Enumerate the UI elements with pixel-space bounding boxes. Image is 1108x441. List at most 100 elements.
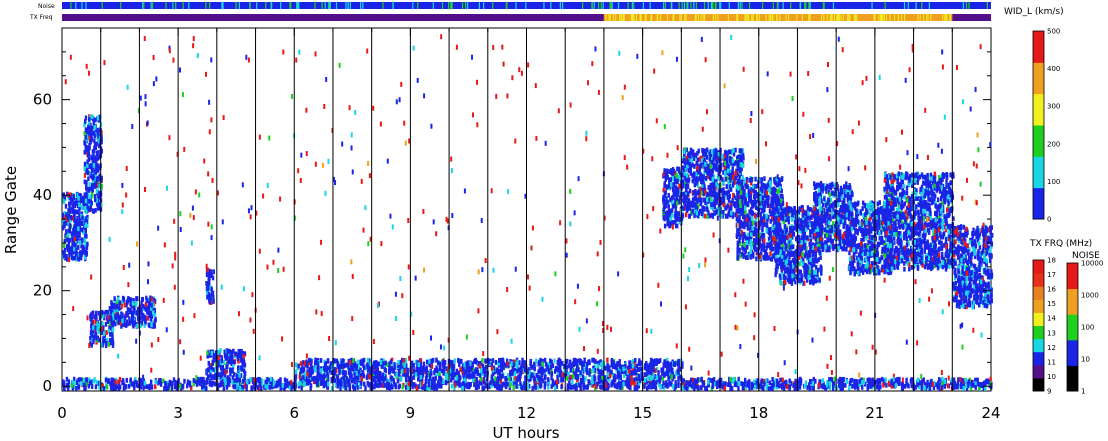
data-cell (865, 208, 868, 213)
data-cell (937, 175, 941, 180)
data-cell (798, 277, 802, 283)
data-cell (792, 276, 796, 282)
data-cell (854, 222, 858, 228)
data-cell (88, 135, 91, 141)
data-cell (72, 249, 76, 255)
data-cell (97, 138, 100, 144)
data-cell (814, 242, 817, 248)
data-cell (87, 121, 91, 127)
data-cell (128, 316, 131, 322)
data-cell (817, 236, 821, 242)
data-cell (947, 198, 950, 204)
data-cell (738, 148, 741, 154)
data-cell (70, 200, 73, 205)
data-cell (691, 152, 695, 158)
data-cell (780, 198, 783, 204)
data-cell (845, 185, 849, 191)
data-cell (802, 225, 805, 230)
data-cell (804, 242, 807, 247)
txfreq-strip-mark (656, 14, 658, 21)
txfreq-strip-mark (672, 14, 674, 21)
data-cell (949, 240, 952, 246)
data-cell (765, 195, 769, 201)
data-cell (829, 244, 832, 249)
data-cell (930, 225, 934, 230)
data-cell (767, 236, 771, 242)
data-cell (786, 266, 789, 272)
data-cell (66, 237, 69, 242)
data-cell (88, 186, 92, 191)
data-cell (668, 169, 671, 175)
data-cell (87, 157, 91, 162)
data-cell (860, 260, 863, 266)
data-cell (89, 122, 92, 128)
txfreq-strip-mark (771, 14, 773, 21)
data-cell (740, 162, 743, 167)
data-cell (681, 213, 685, 219)
data-cell (782, 219, 786, 225)
data-cell (668, 212, 671, 218)
data-cell (780, 232, 783, 237)
data-cell (688, 151, 691, 157)
data-cell (756, 247, 759, 252)
data-cell (788, 240, 791, 246)
noise-strip-mark (627, 2, 629, 9)
data-cell (73, 215, 76, 220)
txfreq-strip-mark (834, 14, 836, 21)
noise-strip-mark (249, 2, 251, 9)
data-cell (824, 233, 827, 239)
data-cell (726, 168, 730, 174)
data-cell (863, 228, 866, 234)
data-cell (102, 336, 105, 341)
data-cell (810, 273, 813, 278)
data-cell (708, 213, 712, 219)
data-cell (838, 232, 842, 238)
data-cell (223, 349, 226, 355)
data-cell (92, 123, 96, 129)
data-cell (669, 221, 672, 227)
data-cell (100, 330, 103, 335)
data-cell (758, 225, 761, 231)
data-cell (816, 267, 820, 273)
data-cell (725, 205, 728, 210)
data-cell (857, 255, 860, 261)
data-cell (117, 296, 120, 302)
data-cell (841, 203, 844, 208)
data-cell (764, 252, 767, 257)
data-cell (745, 213, 749, 219)
data-cell (772, 230, 776, 235)
data-cell (101, 326, 105, 332)
data-cell (120, 315, 123, 321)
noise-strip-mark (598, 2, 600, 9)
data-cell (735, 222, 739, 228)
data-cell (737, 209, 741, 215)
data-cell (739, 194, 743, 200)
data-cell (684, 175, 688, 181)
data-cell (872, 267, 875, 273)
data-cell (726, 213, 729, 219)
noise-strip-mark (75, 2, 77, 9)
txfreq-strip-mark (942, 14, 944, 21)
data-cell (237, 374, 240, 380)
data-cell (676, 215, 679, 221)
txfreq-strip-mark (650, 14, 652, 21)
data-cell (712, 190, 715, 196)
txfreq-strip-mark (945, 14, 947, 21)
data-cell (797, 278, 800, 283)
data-cell (706, 214, 709, 219)
data-cell (735, 216, 739, 222)
data-cell (705, 197, 709, 203)
data-cell (859, 224, 862, 230)
data-cell (771, 235, 775, 241)
data-cell (75, 251, 78, 257)
data-cell (212, 367, 215, 373)
noise-strip-mark (707, 2, 709, 9)
data-cell (702, 213, 705, 219)
data-cell (774, 187, 777, 193)
data-cell (714, 148, 718, 154)
data-cell (700, 176, 704, 182)
data-cell (113, 304, 116, 310)
noise-strip-mark (782, 2, 784, 9)
data-cell (743, 199, 747, 205)
data-cell (869, 238, 872, 244)
